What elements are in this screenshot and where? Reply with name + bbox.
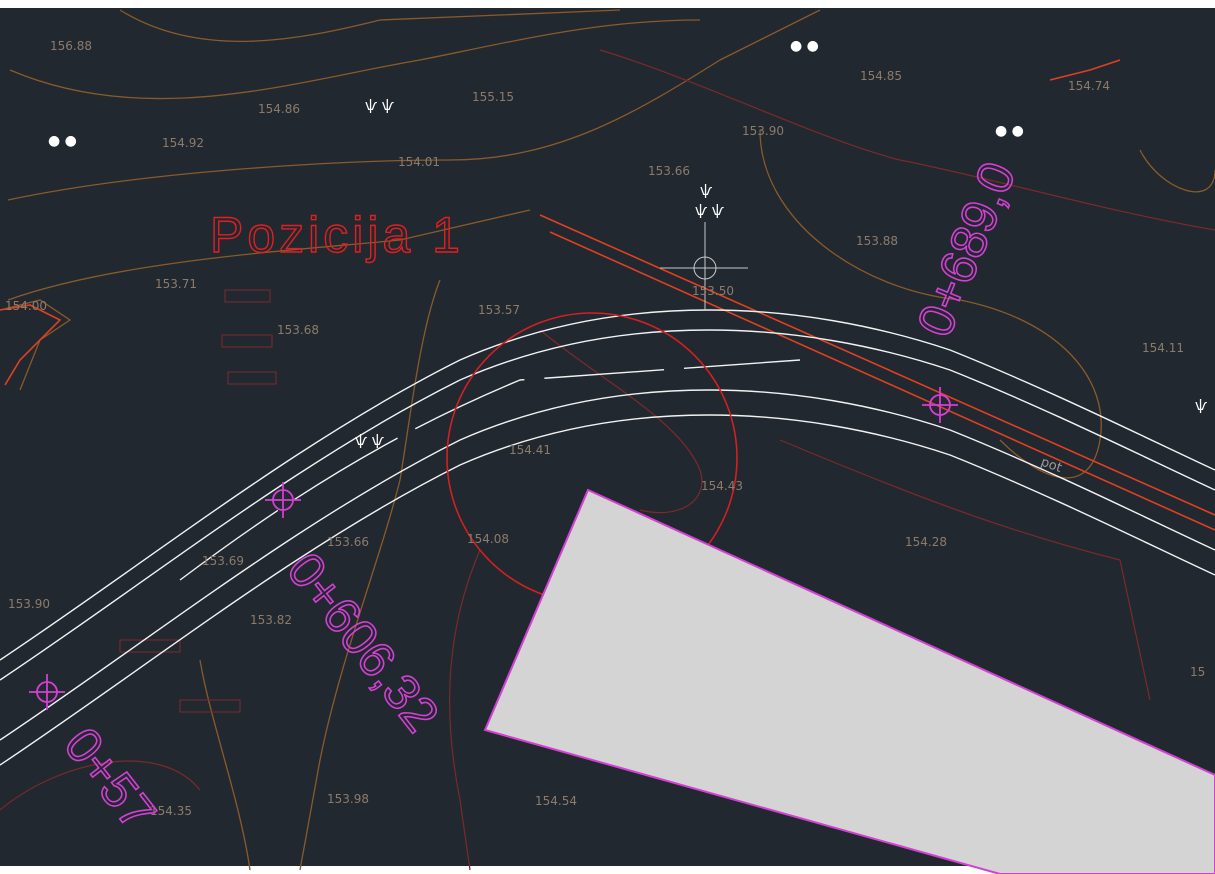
- station-marker: [29, 674, 65, 710]
- contour: [448, 549, 481, 871]
- elevation: 154.35: [150, 804, 192, 818]
- axis-points: [29, 387, 958, 710]
- elevation: 153.66: [648, 164, 690, 178]
- hatch: [224, 289, 271, 303]
- contour: [9, 19, 701, 100]
- elevation: 154.74: [1068, 79, 1110, 93]
- elevation: 153.82: [250, 613, 292, 627]
- rock-symbol: ● ●: [790, 38, 819, 54]
- road-edge: [0, 389, 1215, 741]
- road: [0, 309, 1215, 766]
- elevation: 153.90: [742, 124, 784, 138]
- contour: [539, 329, 703, 514]
- road-edge: [0, 414, 1215, 766]
- rock-symbol: ● ●: [995, 123, 1024, 139]
- symbols: ѱ ѱ ѱ ѱ ѱ ѱ ѱ ѱ ● ● ● ● ● ●: [48, 38, 1207, 449]
- elevation: 154.08: [467, 532, 509, 546]
- elevation: 154.01: [398, 155, 440, 169]
- hatching: [119, 289, 277, 713]
- position-label: Pozicija 1: [210, 207, 464, 263]
- contour: [0, 299, 72, 391]
- hatch: [179, 699, 241, 713]
- tree-symbol: ѱ ѱ: [355, 433, 384, 449]
- elevation: 154.85: [860, 69, 902, 83]
- building: [483, 488, 1215, 874]
- elevation: 154.11: [1142, 341, 1184, 355]
- contour: [759, 129, 1102, 479]
- hatch: [221, 334, 273, 348]
- road-label: pot: [1039, 455, 1064, 476]
- elevation: 155.15: [472, 90, 514, 104]
- elevation: 153.71: [155, 277, 197, 291]
- hatch: [119, 639, 181, 653]
- elevation: 153.68: [277, 323, 319, 337]
- boundary: [539, 214, 1215, 516]
- elevation: 154.41: [509, 443, 551, 457]
- crosshair: [660, 222, 748, 310]
- station-marker: [922, 387, 958, 423]
- rock-symbol: ● ●: [48, 133, 77, 149]
- elevation-labels: 156.88 154.86 155.15 154.85 154.74 154.9…: [5, 39, 1205, 818]
- elevation: 153.57: [478, 303, 520, 317]
- elevation: 15: [1190, 665, 1205, 679]
- contour: [7, 209, 531, 301]
- elevation: 154.00: [5, 299, 47, 313]
- contour: [119, 9, 621, 43]
- window-edge: [0, 0, 1215, 8]
- elevation: 154.43: [701, 479, 743, 493]
- elevation: 154.54: [535, 794, 577, 808]
- elevation: 153.66: [327, 535, 369, 549]
- elevation: 153.98: [327, 792, 369, 806]
- contour: [1139, 149, 1215, 193]
- road-edge: [0, 329, 1215, 681]
- elevation: 153.69: [202, 554, 244, 568]
- road-edge: [0, 309, 1215, 661]
- contour: [199, 659, 251, 871]
- elevation: 154.86: [258, 102, 300, 116]
- contour: [779, 439, 1151, 701]
- cursor-ring: [693, 256, 717, 280]
- tree-symbol: ѱ ѱ: [365, 98, 394, 114]
- boundary: [0, 304, 62, 386]
- elevation: 154.92: [162, 136, 204, 150]
- tree-symbol: ѱ: [1195, 398, 1207, 414]
- elevation: 153.50: [692, 284, 734, 298]
- hatch: [227, 371, 277, 385]
- road-axis: [179, 359, 801, 581]
- contour: [599, 49, 1215, 231]
- boundary: [549, 231, 1215, 531]
- red-lines: [0, 59, 1215, 531]
- contour: [0, 760, 201, 811]
- contour: [299, 279, 441, 871]
- tree-symbol: ѱ ѱ: [695, 203, 724, 219]
- elevation: 156.88: [50, 39, 92, 53]
- tree-symbol: ѱ: [700, 183, 712, 199]
- elevation: 153.88: [856, 234, 898, 248]
- elevation: 153.90: [8, 597, 50, 611]
- contours: [0, 9, 1215, 871]
- elevation: 154.28: [905, 535, 947, 549]
- window-edge: [0, 866, 1215, 874]
- contour: [7, 9, 821, 201]
- station-marker: [265, 482, 301, 518]
- boundary: [1049, 59, 1121, 81]
